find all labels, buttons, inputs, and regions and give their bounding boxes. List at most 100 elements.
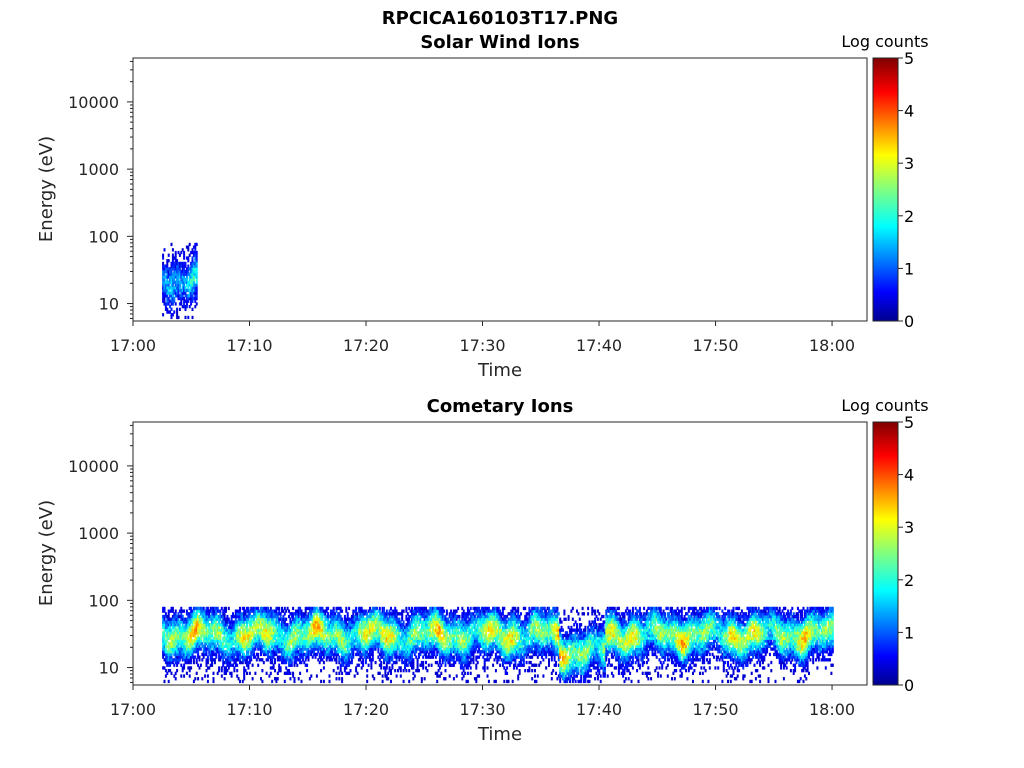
heatmap-cell [350, 644, 353, 648]
heatmap-cell [321, 631, 324, 635]
heatmap-cell [367, 631, 370, 635]
heatmap-cell [190, 280, 193, 284]
heatmap-cell [166, 617, 169, 621]
heatmap-cell [395, 652, 398, 657]
heatmap-cell [419, 628, 422, 632]
heatmap-cell [184, 658, 187, 662]
heatmap-cell [336, 652, 339, 657]
heatmap-cell [411, 633, 413, 638]
heatmap-cell [300, 636, 303, 640]
heatmap-cell [195, 256, 198, 260]
heatmap-cell [192, 639, 195, 643]
heatmap-cell [388, 644, 391, 648]
heatmap-cell [451, 658, 454, 662]
heatmap-cell [457, 639, 460, 643]
heatmap-cell [293, 612, 296, 616]
heatmap-cell [227, 660, 230, 665]
heatmap-cell [257, 636, 260, 640]
heatmap-cell [478, 644, 481, 648]
heatmap-cell [293, 652, 296, 657]
heatmap-cell [376, 612, 378, 616]
heatmap-cell [278, 633, 281, 638]
heatmap-cell [343, 620, 346, 624]
heatmap-cell [411, 636, 413, 640]
heatmap-cell [352, 647, 355, 651]
heatmap-cell [166, 658, 169, 662]
heatmap-cell [269, 620, 272, 624]
heatmap-cell [265, 614, 268, 619]
heatmap-cell [201, 606, 204, 611]
heatmap-cell [468, 609, 471, 613]
heatmap-cell [285, 625, 288, 630]
heatmap-cell [473, 633, 476, 638]
heatmap-cell [383, 636, 385, 640]
heatmap-cell [260, 644, 262, 648]
heatmap-cell [457, 655, 460, 659]
heatmap-cell [303, 633, 306, 638]
heatmap-cell [497, 625, 500, 630]
heatmap-cell [371, 636, 374, 640]
heatmap-cell [489, 623, 492, 627]
heatmap-cell [276, 642, 279, 646]
heatmap-cell [324, 609, 327, 613]
heatmap-cell [422, 620, 425, 624]
heatmap-cell [411, 652, 413, 657]
heatmap-cell [181, 658, 184, 662]
heatmap-cell [293, 636, 296, 640]
heatmap-cell [191, 623, 194, 627]
heatmap-cell [353, 647, 356, 651]
heatmap-cell [459, 655, 462, 659]
heatmap-cell [241, 631, 244, 635]
heatmap-cell [281, 655, 283, 659]
heatmap-cell [338, 650, 341, 654]
heatmap-cell [452, 620, 455, 624]
heatmap-cell [222, 631, 225, 635]
heatmap-cell [318, 609, 321, 613]
heatmap-cell [183, 631, 186, 635]
heatmap-cell [363, 633, 366, 638]
heatmap-cell [281, 617, 283, 621]
heatmap-cell [364, 612, 367, 616]
heatmap-cell [315, 606, 318, 611]
heatmap-cell [336, 666, 339, 670]
heatmap-cell [162, 620, 165, 624]
heatmap-cell [164, 642, 167, 646]
heatmap-cell [471, 639, 474, 643]
heatmap-cell [418, 647, 420, 651]
heatmap-cell [475, 658, 478, 662]
heatmap-cell [188, 650, 191, 654]
heatmap-cell [237, 658, 240, 662]
heatmap-cell [216, 633, 219, 638]
heatmap-cell [205, 642, 208, 646]
heatmap-cell [385, 614, 388, 619]
heatmap-cell [445, 623, 448, 627]
heatmap-cell [194, 286, 197, 290]
heatmap-cell [437, 617, 440, 621]
heatmap-cell [315, 633, 318, 638]
heatmap-cell [237, 644, 240, 648]
heatmap-cell [486, 658, 489, 662]
heatmap-cell [307, 642, 310, 646]
heatmap-cell [163, 275, 166, 279]
heatmap-cell [327, 639, 330, 643]
heatmap-cell [471, 642, 474, 646]
heatmap-cell [369, 642, 371, 646]
heatmap-cell [166, 259, 169, 263]
heatmap-cell [163, 269, 166, 274]
heatmap-cell [367, 655, 370, 659]
heatmap-cell [297, 658, 300, 662]
heatmap-cell [166, 631, 169, 635]
heatmap-cell [204, 633, 207, 638]
heatmap-cell [167, 650, 170, 654]
heatmap-cell [345, 666, 348, 670]
heatmap-cell [237, 614, 240, 619]
heatmap-cell [248, 636, 251, 640]
heatmap-cell [392, 642, 395, 646]
heatmap-cell [376, 606, 378, 611]
heatmap-cell [412, 617, 415, 621]
heatmap-cell [425, 647, 427, 651]
heatmap-cell [452, 631, 455, 635]
heatmap-cell [215, 625, 218, 630]
colorbar-label: Log counts [841, 32, 928, 51]
heatmap-cell [499, 647, 502, 651]
